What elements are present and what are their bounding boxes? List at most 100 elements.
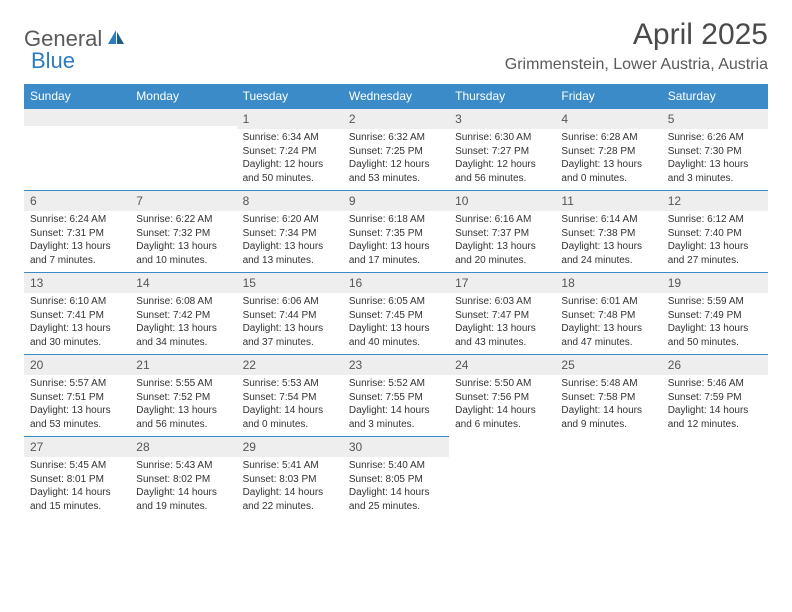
calendar-row: 1Sunrise: 6:34 AMSunset: 7:24 PMDaylight…: [24, 108, 768, 190]
day-body: Sunrise: 6:20 AMSunset: 7:34 PMDaylight:…: [237, 211, 343, 271]
day-number: 23: [343, 354, 449, 375]
day-number: 27: [24, 436, 130, 457]
logo-sail-icon: [106, 28, 126, 51]
sunset-text: Sunset: 7:44 PM: [243, 309, 337, 323]
sunset-text: Sunset: 7:49 PM: [668, 309, 762, 323]
daylight-text: Daylight: 13 hours and 0 minutes.: [561, 158, 655, 185]
calendar-cell: 30Sunrise: 5:40 AMSunset: 8:05 PMDayligh…: [343, 436, 449, 518]
sunset-text: Sunset: 7:52 PM: [136, 391, 230, 405]
day-body: Sunrise: 5:55 AMSunset: 7:52 PMDaylight:…: [130, 375, 236, 435]
sunrise-text: Sunrise: 5:59 AM: [668, 295, 762, 309]
day-body: Sunrise: 6:08 AMSunset: 7:42 PMDaylight:…: [130, 293, 236, 353]
sunrise-text: Sunrise: 5:50 AM: [455, 377, 549, 391]
sunset-text: Sunset: 7:31 PM: [30, 227, 124, 241]
sunrise-text: Sunrise: 6:03 AM: [455, 295, 549, 309]
day-body: Sunrise: 6:16 AMSunset: 7:37 PMDaylight:…: [449, 211, 555, 271]
weekday-header: Wednesday: [343, 84, 449, 108]
sunset-text: Sunset: 7:41 PM: [30, 309, 124, 323]
calendar-cell: 25Sunrise: 5:48 AMSunset: 7:58 PMDayligh…: [555, 354, 661, 436]
sunset-text: Sunset: 7:37 PM: [455, 227, 549, 241]
sunset-text: Sunset: 7:32 PM: [136, 227, 230, 241]
sunrise-text: Sunrise: 6:24 AM: [30, 213, 124, 227]
title-block: April 2025 Grimmenstein, Lower Austria, …: [505, 18, 768, 74]
daylight-text: Daylight: 14 hours and 22 minutes.: [243, 486, 337, 513]
day-number: 3: [449, 108, 555, 129]
calendar-cell: 28Sunrise: 5:43 AMSunset: 8:02 PMDayligh…: [130, 436, 236, 518]
day-body: Sunrise: 6:01 AMSunset: 7:48 PMDaylight:…: [555, 293, 661, 353]
sunrise-text: Sunrise: 6:05 AM: [349, 295, 443, 309]
calendar-cell: 12Sunrise: 6:12 AMSunset: 7:40 PMDayligh…: [662, 190, 768, 272]
daylight-text: Daylight: 13 hours and 56 minutes.: [136, 404, 230, 431]
sunset-text: Sunset: 7:45 PM: [349, 309, 443, 323]
daylight-text: Daylight: 13 hours and 17 minutes.: [349, 240, 443, 267]
sunrise-text: Sunrise: 5:53 AM: [243, 377, 337, 391]
calendar-cell: 26Sunrise: 5:46 AMSunset: 7:59 PMDayligh…: [662, 354, 768, 436]
daylight-text: Daylight: 14 hours and 19 minutes.: [136, 486, 230, 513]
daylight-text: Daylight: 13 hours and 10 minutes.: [136, 240, 230, 267]
calendar-row: 20Sunrise: 5:57 AMSunset: 7:51 PMDayligh…: [24, 354, 768, 436]
daylight-text: Daylight: 12 hours and 50 minutes.: [243, 158, 337, 185]
daylight-text: Daylight: 13 hours and 34 minutes.: [136, 322, 230, 349]
day-number: 11: [555, 190, 661, 211]
calendar-cell: 8Sunrise: 6:20 AMSunset: 7:34 PMDaylight…: [237, 190, 343, 272]
calendar-cell: 17Sunrise: 6:03 AMSunset: 7:47 PMDayligh…: [449, 272, 555, 354]
calendar-cell: 10Sunrise: 6:16 AMSunset: 7:37 PMDayligh…: [449, 190, 555, 272]
day-number: 18: [555, 272, 661, 293]
weekday-header: Monday: [130, 84, 236, 108]
calendar-cell: 4Sunrise: 6:28 AMSunset: 7:28 PMDaylight…: [555, 108, 661, 190]
day-number: 13: [24, 272, 130, 293]
daylight-text: Daylight: 14 hours and 15 minutes.: [30, 486, 124, 513]
calendar-cell: 13Sunrise: 6:10 AMSunset: 7:41 PMDayligh…: [24, 272, 130, 354]
day-body: Sunrise: 6:22 AMSunset: 7:32 PMDaylight:…: [130, 211, 236, 271]
day-number: 22: [237, 354, 343, 375]
daylight-text: Daylight: 13 hours and 13 minutes.: [243, 240, 337, 267]
day-body: Sunrise: 5:53 AMSunset: 7:54 PMDaylight:…: [237, 375, 343, 435]
day-body: Sunrise: 5:41 AMSunset: 8:03 PMDaylight:…: [237, 457, 343, 517]
calendar-cell: 21Sunrise: 5:55 AMSunset: 7:52 PMDayligh…: [130, 354, 236, 436]
day-body: Sunrise: 6:12 AMSunset: 7:40 PMDaylight:…: [662, 211, 768, 271]
sunrise-text: Sunrise: 6:32 AM: [349, 131, 443, 145]
sunset-text: Sunset: 7:35 PM: [349, 227, 443, 241]
calendar-cell: 6Sunrise: 6:24 AMSunset: 7:31 PMDaylight…: [24, 190, 130, 272]
sunrise-text: Sunrise: 6:22 AM: [136, 213, 230, 227]
day-body: Sunrise: 5:52 AMSunset: 7:55 PMDaylight:…: [343, 375, 449, 435]
sunrise-text: Sunrise: 6:18 AM: [349, 213, 443, 227]
day-number: 5: [662, 108, 768, 129]
calendar-cell: [555, 436, 661, 518]
day-body: Sunrise: 6:05 AMSunset: 7:45 PMDaylight:…: [343, 293, 449, 353]
sunrise-text: Sunrise: 6:16 AM: [455, 213, 549, 227]
day-number: 7: [130, 190, 236, 211]
sunset-text: Sunset: 7:48 PM: [561, 309, 655, 323]
sunrise-text: Sunrise: 5:41 AM: [243, 459, 337, 473]
sunrise-text: Sunrise: 5:46 AM: [668, 377, 762, 391]
day-body: Sunrise: 6:18 AMSunset: 7:35 PMDaylight:…: [343, 211, 449, 271]
month-title: April 2025: [505, 18, 768, 52]
daylight-text: Daylight: 12 hours and 56 minutes.: [455, 158, 549, 185]
sunrise-text: Sunrise: 6:20 AM: [243, 213, 337, 227]
sunset-text: Sunset: 7:40 PM: [668, 227, 762, 241]
daylight-text: Daylight: 13 hours and 47 minutes.: [561, 322, 655, 349]
day-number: 26: [662, 354, 768, 375]
day-number: 25: [555, 354, 661, 375]
day-body: Sunrise: 5:46 AMSunset: 7:59 PMDaylight:…: [662, 375, 768, 435]
daylight-text: Daylight: 13 hours and 27 minutes.: [668, 240, 762, 267]
sunrise-text: Sunrise: 6:06 AM: [243, 295, 337, 309]
weekday-header-row: Sunday Monday Tuesday Wednesday Thursday…: [24, 84, 768, 108]
sunrise-text: Sunrise: 5:48 AM: [561, 377, 655, 391]
calendar-cell: 29Sunrise: 5:41 AMSunset: 8:03 PMDayligh…: [237, 436, 343, 518]
day-number: 24: [449, 354, 555, 375]
daylight-text: Daylight: 14 hours and 6 minutes.: [455, 404, 549, 431]
sunset-text: Sunset: 8:03 PM: [243, 473, 337, 487]
calendar-row: 6Sunrise: 6:24 AMSunset: 7:31 PMDaylight…: [24, 190, 768, 272]
calendar-cell: 20Sunrise: 5:57 AMSunset: 7:51 PMDayligh…: [24, 354, 130, 436]
day-number: 30: [343, 436, 449, 457]
daylight-text: Daylight: 13 hours and 50 minutes.: [668, 322, 762, 349]
day-number: 15: [237, 272, 343, 293]
calendar-row: 13Sunrise: 6:10 AMSunset: 7:41 PMDayligh…: [24, 272, 768, 354]
calendar-cell: 11Sunrise: 6:14 AMSunset: 7:38 PMDayligh…: [555, 190, 661, 272]
calendar-cell: 24Sunrise: 5:50 AMSunset: 7:56 PMDayligh…: [449, 354, 555, 436]
sunrise-text: Sunrise: 6:30 AM: [455, 131, 549, 145]
calendar-cell: [24, 108, 130, 190]
daylight-text: Daylight: 13 hours and 30 minutes.: [30, 322, 124, 349]
daylight-text: Daylight: 13 hours and 37 minutes.: [243, 322, 337, 349]
